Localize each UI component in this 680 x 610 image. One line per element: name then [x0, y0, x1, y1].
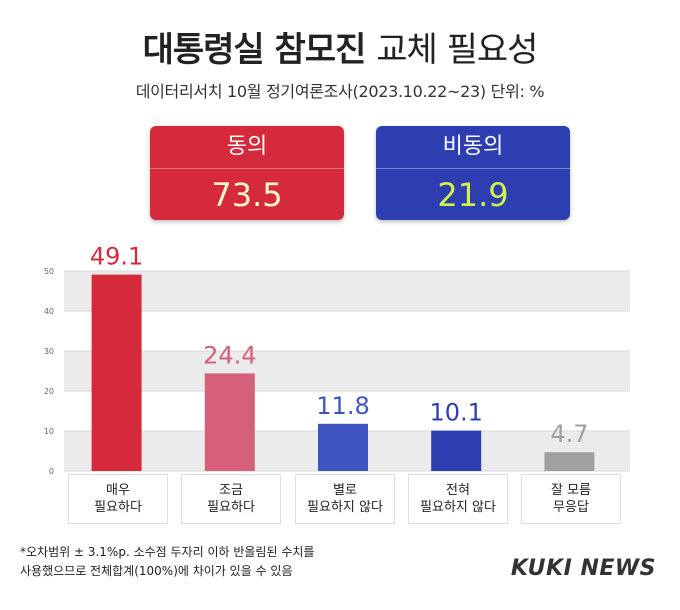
data-label: 4.7 — [550, 420, 588, 448]
y-tick-label: 0 — [49, 467, 54, 476]
data-label: 10.1 — [429, 399, 482, 427]
y-tick-label: 40 — [44, 307, 54, 316]
bar — [318, 423, 368, 471]
title-bold: 대통령실 참모진 — [142, 30, 367, 70]
page-title: 대통령실 참모진 교체 필요성 — [0, 22, 680, 71]
category-label: 조금 필요하다 — [181, 474, 281, 524]
category-label: 전혀 필요하지 않다 — [408, 474, 508, 524]
kuki-news-logo: KUKI NEWS — [510, 556, 656, 581]
disagree-summary-box: 비동의 21.9 — [376, 126, 570, 220]
y-tick-label: 20 — [44, 387, 54, 396]
agree-summary-box: 동의 73.5 — [150, 126, 344, 220]
agree-value: 73.5 — [150, 168, 344, 220]
disagree-label: 비동의 — [376, 126, 570, 168]
data-label: 11.8 — [316, 392, 369, 420]
bar — [204, 373, 255, 471]
y-tick-label: 30 — [44, 347, 54, 356]
grid-band — [64, 271, 630, 311]
bar — [544, 452, 595, 471]
agree-label: 동의 — [150, 126, 344, 168]
disagree-value: 21.9 — [376, 168, 570, 220]
bar — [91, 274, 142, 471]
grid-band — [64, 351, 630, 391]
subtitle: 데이터리서치 10월 정기여론조사(2023.10.22~23) 단위: % — [135, 82, 545, 101]
category-label: 잘 모름 무응답 — [521, 474, 621, 524]
title-light: 교체 필요성 — [376, 30, 538, 70]
category-label: 별로 필요하지 않다 — [295, 474, 395, 524]
y-tick-label: 50 — [44, 267, 54, 276]
y-tick-label: 10 — [44, 427, 54, 436]
category-label: 매우 필요하다 — [68, 474, 168, 524]
bar — [431, 430, 482, 471]
data-label: 24.4 — [203, 341, 256, 369]
data-label: 49.1 — [90, 243, 143, 271]
footnote: *오차범위 ± 3.1%p. 소수점 두자리 이하 반올림된 수치를 사용했으므… — [20, 545, 315, 578]
